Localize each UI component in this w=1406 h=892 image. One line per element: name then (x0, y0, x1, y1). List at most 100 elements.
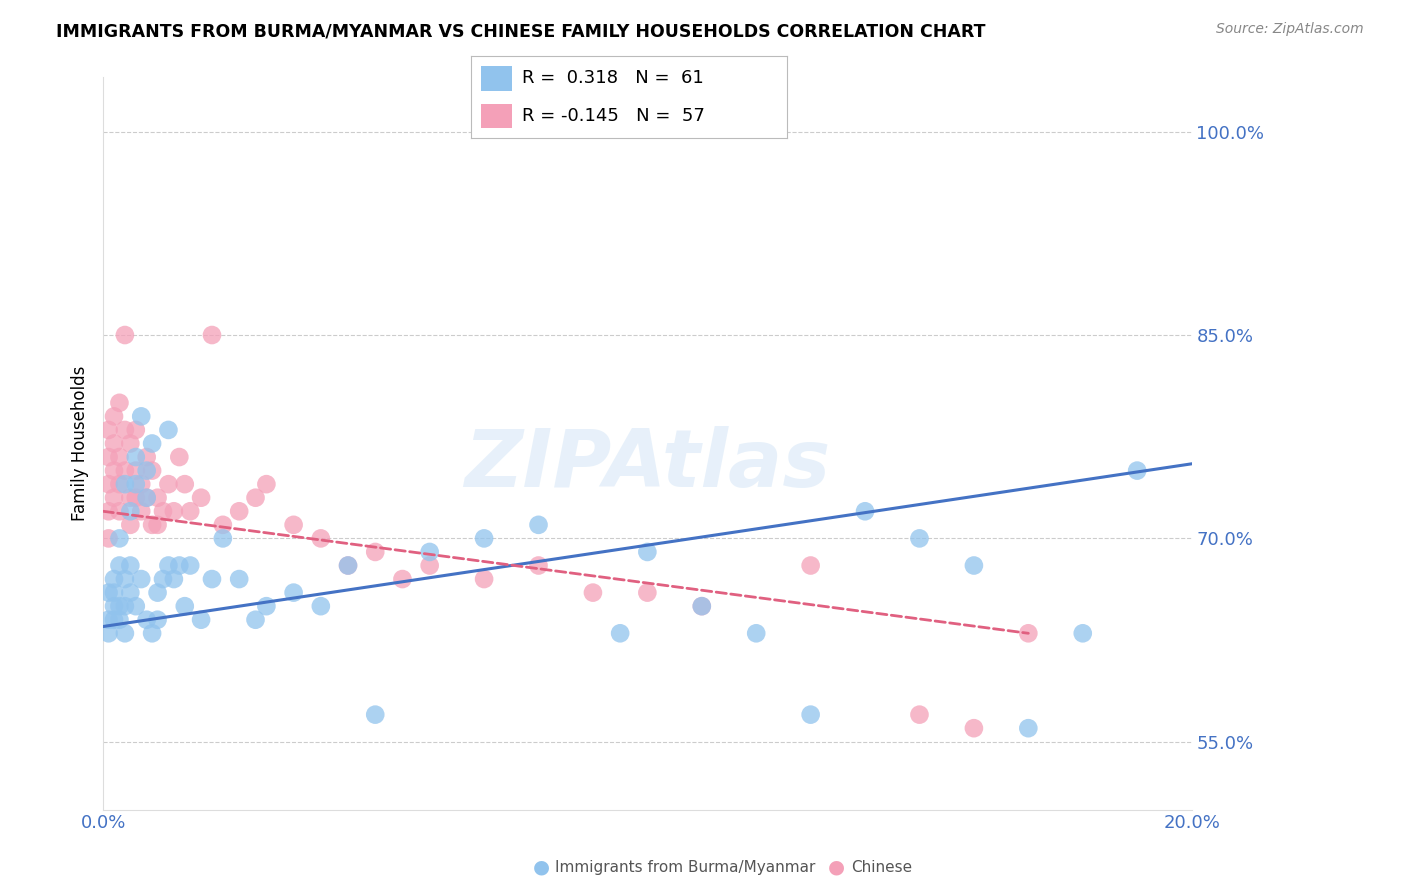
Bar (481, 103, 512, 128)
Point (97, 532, 120, 546)
Point (245, 491, 267, 505)
Point (190, 491, 212, 505)
Point (337, 558, 360, 573)
Point (97, 423, 120, 437)
Point (309, 599, 332, 614)
Point (163, 572, 186, 586)
Point (146, 517, 169, 532)
Point (179, 504, 201, 518)
Point (103, 491, 125, 505)
Point (146, 585, 169, 599)
Point (527, 558, 550, 573)
Point (141, 626, 163, 640)
Point (120, 585, 142, 599)
Point (212, 517, 235, 532)
Point (690, 599, 713, 614)
Point (157, 423, 180, 437)
Point (135, 450, 157, 464)
Point (108, 613, 131, 627)
Point (97, 477, 120, 491)
Point (129, 409, 152, 424)
Point (114, 328, 136, 343)
Point (97, 504, 120, 518)
Point (152, 504, 174, 518)
Point (135, 491, 157, 505)
Point (609, 626, 631, 640)
Point (157, 477, 180, 491)
Point (309, 532, 332, 546)
Point (800, 707, 823, 722)
Point (963, 721, 986, 735)
Point (245, 613, 267, 627)
Point (114, 599, 136, 614)
Point (169, 450, 191, 464)
Point (228, 504, 250, 518)
Point (157, 558, 180, 573)
Point (201, 572, 224, 586)
Point (963, 558, 986, 573)
Point (108, 599, 131, 614)
Point (169, 558, 191, 573)
Point (146, 491, 169, 505)
Point (908, 532, 931, 546)
Point (120, 517, 142, 532)
Point (419, 545, 441, 559)
Point (120, 436, 142, 450)
Point (125, 450, 148, 464)
Point (103, 613, 125, 627)
Point (114, 423, 136, 437)
Point (283, 517, 305, 532)
Point (582, 585, 605, 599)
Point (190, 613, 212, 627)
Point (103, 572, 125, 586)
Point (173, 477, 195, 491)
Point (120, 558, 142, 573)
Point (419, 558, 441, 573)
Text: Chinese: Chinese (851, 860, 911, 874)
Point (103, 585, 125, 599)
Text: R = -0.145   N =  57: R = -0.145 N = 57 (522, 107, 704, 125)
Point (163, 504, 186, 518)
Point (179, 558, 201, 573)
Point (908, 707, 931, 722)
Point (283, 585, 305, 599)
Point (108, 558, 131, 573)
Point (1126, 464, 1149, 478)
Point (135, 491, 157, 505)
Point (254, 599, 277, 614)
Point (152, 572, 174, 586)
Point (472, 572, 495, 586)
Point (146, 613, 169, 627)
Point (108, 477, 131, 491)
Point (254, 477, 277, 491)
Point (125, 491, 148, 505)
Point (1017, 721, 1039, 735)
Point (228, 572, 250, 586)
Point (636, 545, 658, 559)
Text: Immigrants from Burma/Myanmar: Immigrants from Burma/Myanmar (555, 860, 815, 874)
Text: IMMIGRANTS FROM BURMA/MYANMAR VS CHINESE FAMILY HOUSEHOLDS CORRELATION CHART: IMMIGRANTS FROM BURMA/MYANMAR VS CHINESE… (56, 22, 986, 40)
Point (129, 572, 152, 586)
Point (103, 409, 125, 424)
Point (1071, 626, 1094, 640)
Point (212, 532, 235, 546)
Point (114, 626, 136, 640)
Point (337, 558, 360, 573)
Point (103, 436, 125, 450)
Point (141, 517, 163, 532)
Bar (481, 66, 512, 91)
Point (108, 450, 131, 464)
Point (125, 599, 148, 614)
Point (120, 491, 142, 505)
Point (114, 477, 136, 491)
Point (108, 532, 131, 546)
Point (141, 464, 163, 478)
Point (201, 328, 224, 343)
Point (472, 532, 495, 546)
Point (103, 464, 125, 478)
Point (364, 545, 387, 559)
Point (125, 423, 148, 437)
Point (636, 585, 658, 599)
Text: ●: ● (533, 857, 550, 877)
Point (690, 599, 713, 614)
